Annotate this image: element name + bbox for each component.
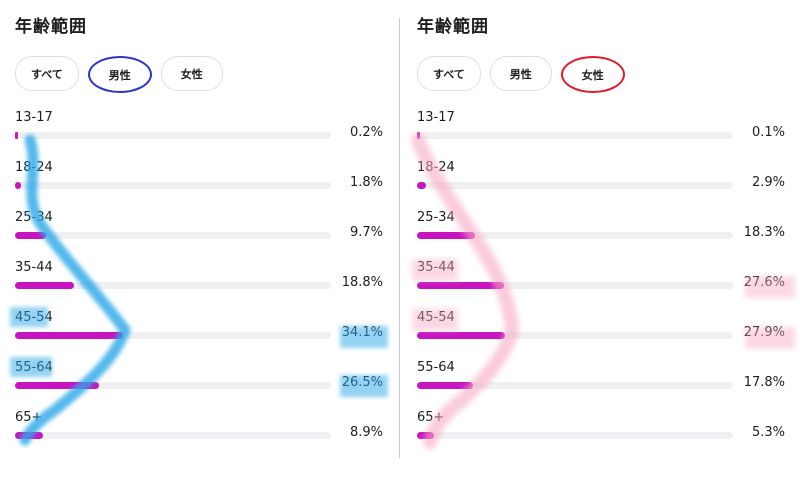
age-row: 45-54 34.1% xyxy=(15,310,387,360)
percent-value: 0.1% xyxy=(751,125,785,140)
percent-value: 0.2% xyxy=(349,125,383,140)
age-label: 25-34 xyxy=(15,210,53,225)
bar-fill xyxy=(15,232,46,239)
filter-all-button[interactable]: すべて xyxy=(417,56,481,91)
age-row: 13-17 0.2% xyxy=(15,110,387,160)
bar-fill xyxy=(15,382,99,389)
bar-track xyxy=(417,282,733,289)
age-label: 55-64 xyxy=(417,360,455,375)
bar-fill xyxy=(15,282,75,289)
bar-fill xyxy=(15,132,18,139)
age-label: 65+ xyxy=(417,410,445,425)
bar-track xyxy=(417,132,733,139)
age-label: 55-64 xyxy=(15,360,53,375)
age-row: 45-54 27.9% xyxy=(417,310,789,360)
bar-track xyxy=(15,382,331,389)
age-label: 13-17 xyxy=(417,110,455,125)
age-label: 13-17 xyxy=(15,110,53,125)
filter-female-button[interactable]: 女性 xyxy=(160,56,223,91)
age-row: 55-64 17.8% xyxy=(417,360,789,410)
bar-fill xyxy=(417,382,474,389)
gender-filter-group: すべて 男性 女性 xyxy=(417,56,625,93)
bar-fill xyxy=(15,182,21,189)
bar-fill xyxy=(15,332,123,339)
age-row: 35-44 27.6% xyxy=(417,260,789,310)
percent-value: 34.1% xyxy=(341,325,383,340)
panel-title: 年齢範囲 xyxy=(417,17,489,37)
bar-fill xyxy=(417,232,475,239)
percent-value: 18.3% xyxy=(743,225,785,240)
bar-fill xyxy=(417,282,505,289)
bar-fill xyxy=(417,182,427,189)
age-row: 18-24 2.9% xyxy=(417,160,789,210)
age-row: 25-34 18.3% xyxy=(417,210,789,260)
bar-fill xyxy=(417,132,420,139)
age-label: 35-44 xyxy=(417,260,455,275)
filter-female-button[interactable]: 女性 xyxy=(560,56,625,93)
bar-track xyxy=(15,332,331,339)
bar-track xyxy=(417,182,733,189)
percent-value: 27.6% xyxy=(743,275,785,290)
age-label: 18-24 xyxy=(15,160,53,175)
filter-all-button[interactable]: すべて xyxy=(15,56,79,91)
percent-value: 18.8% xyxy=(341,275,383,290)
age-row: 25-34 9.7% xyxy=(15,210,387,260)
bar-track xyxy=(417,382,733,389)
age-row: 13-17 0.1% xyxy=(417,110,789,160)
age-label: 25-34 xyxy=(417,210,455,225)
panel-title: 年齢範囲 xyxy=(15,17,87,37)
age-label: 45-54 xyxy=(15,310,53,325)
age-range-panel-male: 年齢範囲 すべて 男性 女性 13-17 0.2% 18-24 1.8% 25-34 9.… xyxy=(0,0,398,480)
age-row: 35-44 18.8% xyxy=(15,260,387,310)
age-row: 55-64 26.5% xyxy=(15,360,387,410)
bar-fill xyxy=(15,432,44,439)
bar-fill xyxy=(417,432,434,439)
percent-value: 2.9% xyxy=(751,175,785,190)
bar-track xyxy=(15,232,331,239)
bar-track xyxy=(15,182,331,189)
bar-track xyxy=(417,332,733,339)
percent-value: 1.8% xyxy=(349,175,383,190)
age-range-panel-female: 年齢範囲 すべて 男性 女性 13-17 0.1% 18-24 2.9% 25-34 18… xyxy=(402,0,800,480)
percent-value: 8.9% xyxy=(349,425,383,440)
bar-track xyxy=(15,432,331,439)
age-label: 18-24 xyxy=(417,160,455,175)
bar-track xyxy=(417,232,733,239)
percent-value: 26.5% xyxy=(341,375,383,390)
percent-value: 27.9% xyxy=(743,325,785,340)
panel-divider xyxy=(399,18,400,458)
age-label: 35-44 xyxy=(15,260,53,275)
percent-value: 9.7% xyxy=(349,225,383,240)
bar-track xyxy=(15,282,331,289)
percent-value: 5.3% xyxy=(751,425,785,440)
gender-filter-group: すべて 男性 女性 xyxy=(15,56,223,93)
filter-male-button[interactable]: 男性 xyxy=(489,56,552,91)
bar-fill xyxy=(417,332,506,339)
age-label: 45-54 xyxy=(417,310,455,325)
percent-value: 17.8% xyxy=(743,375,785,390)
age-row: 65+ 5.3% xyxy=(417,410,789,460)
age-row: 18-24 1.8% xyxy=(15,160,387,210)
bar-track xyxy=(15,132,331,139)
age-label: 65+ xyxy=(15,410,43,425)
age-row: 65+ 8.9% xyxy=(15,410,387,460)
filter-male-button[interactable]: 男性 xyxy=(87,56,152,93)
bar-track xyxy=(417,432,733,439)
